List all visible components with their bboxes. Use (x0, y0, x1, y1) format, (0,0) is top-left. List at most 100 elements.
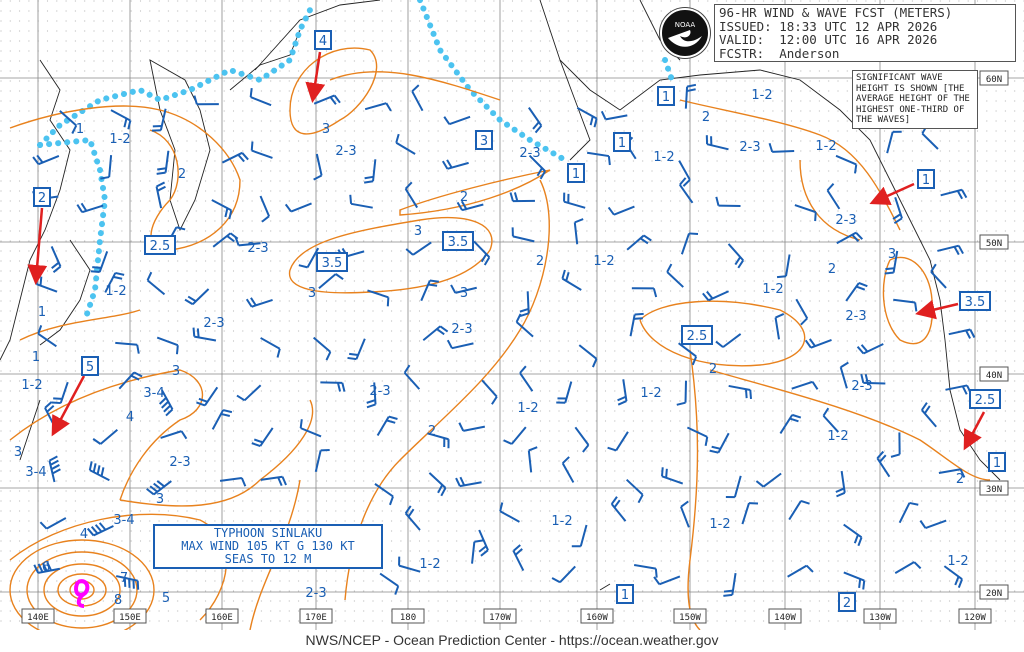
wind-barb (104, 271, 125, 293)
wave-height-label: 3 (172, 364, 180, 379)
wind-barb (839, 361, 849, 389)
wind-barb (509, 192, 535, 203)
wind-barb (403, 364, 421, 390)
wind-barb (478, 529, 489, 557)
wind-barb (211, 409, 233, 430)
svg-text:20N: 20N (986, 589, 1002, 599)
max-wave-height-box: 3 (475, 130, 493, 150)
wind-barb (234, 236, 261, 247)
wind-barb (146, 271, 166, 296)
wind-barb (527, 446, 538, 473)
wind-barb (428, 472, 447, 497)
wind-barb (192, 327, 217, 342)
wind-barb (455, 476, 482, 488)
noaa-bird-icon: NOAA (668, 21, 702, 47)
wave-height-label: 1-2 (593, 254, 614, 269)
svg-text:3.5: 3.5 (448, 235, 469, 250)
wind-barb (86, 522, 114, 537)
wind-barb (404, 505, 421, 531)
latitude-label: 50N (979, 234, 1009, 250)
wind-barb (804, 338, 832, 349)
wave-height-label: 1 (38, 305, 46, 320)
wave-height-label: 3-4 (25, 465, 46, 480)
wind-barb (446, 339, 474, 350)
max-wave-height-box: 2 (838, 592, 856, 612)
max-wave-height-box: 3.5 (442, 231, 474, 251)
wind-barb (600, 110, 628, 121)
wind-barb (794, 204, 817, 222)
wind-barb (405, 241, 432, 256)
footer-credit: NWS/NCEP - Ocean Prediction Center - htt… (305, 632, 719, 648)
max-wave-height-box: 1 (567, 163, 585, 183)
wind-barb (574, 426, 590, 453)
svg-text:150W: 150W (679, 613, 701, 623)
wind-barb (110, 109, 132, 130)
wave-height-label: 1-2 (947, 554, 968, 569)
wind-barb (219, 476, 247, 487)
longitude-label: 130W (863, 608, 897, 624)
wave-height-label: 3 (322, 122, 330, 137)
wind-barb (320, 381, 346, 392)
wave-height-label: 2-3 (305, 586, 326, 601)
wind-barb (791, 380, 819, 390)
wind-barb (519, 291, 530, 317)
wind-barb (100, 155, 113, 180)
wave-height-label: 3-4 (113, 513, 134, 528)
wind-barb (890, 432, 901, 458)
max-wave-height-box: 3.5 (316, 252, 348, 272)
svg-text:1: 1 (993, 456, 1001, 471)
wind-barb (503, 426, 527, 445)
wave-height-label: 2 (460, 190, 468, 205)
longitude-label: 160W (580, 608, 614, 624)
svg-text:170W: 170W (489, 613, 511, 623)
wind-barb (776, 254, 791, 279)
wave-height-label: 4 (126, 410, 134, 425)
max-height-boxes: 4 2 2.5 3.5 3.5 3 1 1 1 5 2.5 1 3.5 2.5 1 1 2 (33, 30, 1006, 612)
wind-barbs (32, 83, 976, 597)
svg-text:60N: 60N (986, 75, 1002, 85)
wave-height-label: 1-2 (21, 378, 42, 393)
longitude-label: 160E (205, 608, 239, 624)
wave-height-label: 1-2 (827, 429, 848, 444)
svg-text:3: 3 (480, 134, 488, 149)
svg-text:1: 1 (662, 90, 670, 105)
wind-barb (158, 389, 174, 417)
wind-barb (422, 325, 449, 342)
svg-text:140E: 140E (27, 613, 49, 623)
wind-barb (787, 564, 814, 578)
wave-height-label: 3 (414, 224, 422, 239)
wind-barb (284, 202, 312, 213)
wind-barb (364, 102, 392, 112)
typhoon-symbol-icon (74, 579, 90, 608)
wave-height-label: 2-3 (169, 455, 190, 470)
wave-height-label: 7 (120, 571, 128, 586)
wind-barb (259, 195, 270, 223)
wind-barb (196, 386, 219, 407)
wind-barb (374, 483, 394, 506)
wind-barb (835, 154, 858, 174)
wave-height-label: 3-4 (143, 386, 164, 401)
wind-barb (625, 478, 644, 504)
wind-barb (680, 232, 699, 255)
wave-height-label: 3 (14, 445, 22, 460)
wave-height-label: 3 (156, 492, 164, 507)
wind-barb (363, 159, 377, 184)
wind-barb (515, 313, 534, 338)
wave-height-label: 1-2 (419, 557, 440, 572)
wind-barb (115, 575, 140, 590)
wave-height-label: 1-2 (815, 139, 836, 154)
wind-barb (843, 571, 866, 590)
max-wave-height-box: 2.5 (969, 389, 1001, 409)
max-wave-height-box: 1 (917, 169, 935, 189)
wind-barb (779, 413, 802, 434)
wave-height-label: 3 (308, 286, 316, 301)
wind-barb (146, 480, 172, 496)
wind-barb (843, 523, 863, 547)
wind-barb (528, 107, 543, 134)
wind-barb (551, 565, 576, 584)
wind-barb (92, 429, 118, 445)
wind-barb (940, 188, 968, 200)
wave-height-label: 1-2 (751, 88, 772, 103)
max-wave-height-box: 4 (314, 30, 332, 50)
issued-time: ISSUED: 18:33 UTC 12 APR 2026 (719, 18, 938, 34)
